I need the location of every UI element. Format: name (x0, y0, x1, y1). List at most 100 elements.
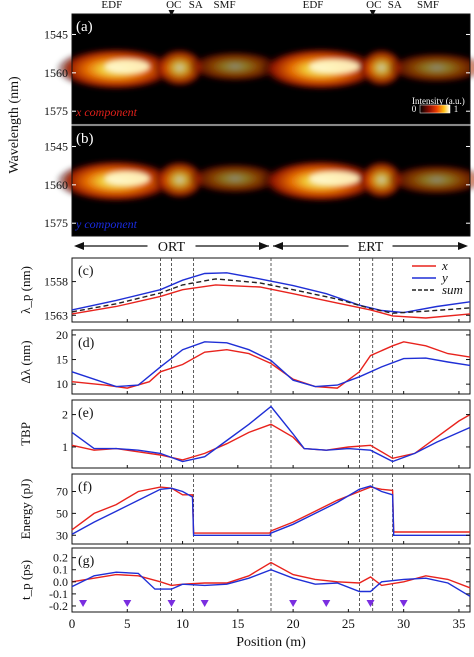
y-tick-label: 30 (56, 528, 68, 542)
y-tick-label: 0.0 (53, 575, 68, 589)
legend-entry: x (441, 258, 448, 273)
panel-ylabel: Δλ (nm) (18, 340, 33, 383)
panel-tag: (c) (78, 264, 94, 279)
map-frame (71, 13, 471, 125)
y-tick-label: 50 (56, 506, 68, 520)
x-tick-label: 25 (342, 616, 355, 631)
colorbar-max: 1 (454, 104, 459, 114)
panel-tag: (e) (78, 406, 94, 421)
intensity-blob (358, 47, 405, 88)
colorbar-min: 0 (412, 104, 417, 114)
panel-tag: (b) (76, 131, 94, 147)
triangle-marker-icon (366, 600, 375, 607)
intensity-map-panel (54, 125, 474, 237)
panel-ylabel: TBP (18, 422, 33, 446)
section-label: OC (366, 0, 381, 11)
intensity-blob (386, 51, 474, 84)
y-tick-label: 1545 (44, 27, 68, 41)
series-x (71, 561, 471, 589)
y-tick-label: 1560 (44, 178, 68, 192)
triangle-marker-icon (399, 600, 408, 607)
y-tick-label: 1575 (44, 216, 68, 230)
y-tick-label: -0.1 (49, 587, 68, 601)
y-tick-label: 70 (56, 485, 68, 499)
triangle-marker-icon (79, 600, 88, 607)
section-label: SA (388, 0, 402, 11)
y-tick-label: 1545 (44, 139, 68, 153)
series-y (71, 405, 471, 463)
arrow-left-icon (74, 242, 84, 250)
line-panel (71, 329, 471, 395)
arrow-left-icon (273, 242, 283, 250)
y-tick-label: 0.2 (53, 551, 68, 565)
triangle-marker-icon (167, 600, 176, 607)
section-label: OC (166, 0, 181, 11)
series-y (71, 485, 470, 536)
panel-tag: (a) (76, 19, 93, 35)
triangle-marker-icon (322, 600, 331, 607)
y-tick-label: 1563 (44, 308, 68, 322)
section-label: SMF (214, 0, 236, 11)
oc-marker-icon (168, 10, 175, 16)
component-label: x component (75, 105, 138, 119)
series-y (71, 568, 471, 597)
intensity-core (309, 59, 360, 74)
intensity-core (309, 171, 360, 186)
triangle-marker-icon (289, 600, 298, 607)
arrow-right-icon (458, 242, 468, 250)
label-backdrop (348, 237, 393, 253)
legend-entry: sum (442, 282, 463, 297)
panel-tag: (d) (78, 336, 95, 351)
series-y (71, 341, 471, 388)
colorbar (419, 104, 451, 114)
map-ylabel: Wavelength (nm) (7, 76, 22, 174)
label-backdrop (147, 237, 196, 253)
intensity-blob (187, 50, 283, 83)
panel-tag: (f) (78, 480, 92, 495)
ort-label: ORT (158, 240, 186, 255)
triangle-marker-icon (123, 600, 132, 607)
map-blobs (54, 47, 474, 91)
map-blobs (54, 159, 474, 203)
map-frame (71, 125, 471, 237)
x-tick-label: 35 (452, 616, 465, 631)
x-tick-label: 10 (176, 616, 189, 631)
intensity-blob (187, 162, 283, 195)
intensity-blob (154, 47, 206, 88)
y-tick-label: 0.1 (53, 563, 68, 577)
series-sum (71, 278, 471, 314)
intensity-blob (358, 159, 405, 200)
intensity-core (105, 59, 150, 74)
series-y (71, 272, 471, 314)
y-tick-label: 10 (56, 377, 68, 391)
x-tick-label: 30 (397, 616, 410, 631)
ert-label: ERT (358, 240, 384, 255)
panel-ylabel: Energy (pJ) (18, 479, 33, 540)
intensity-blob (386, 163, 474, 196)
x-tick-label: 20 (287, 616, 300, 631)
section-label: SA (189, 0, 203, 11)
panel-ylabel: λ_p (nm) (18, 266, 33, 314)
line-panel (71, 257, 471, 323)
triangle-marker-icon (200, 600, 209, 607)
intensity-core (105, 171, 150, 186)
x-tick-label: 5 (124, 616, 131, 631)
x-axis-label: Position (m) (236, 635, 306, 650)
y-tick-label: 1560 (44, 66, 68, 80)
series-x (71, 284, 471, 319)
y-tick-label: 1575 (44, 104, 68, 118)
y-tick-label: -0.2 (49, 599, 68, 613)
y-tick-label: 15 (56, 353, 68, 367)
series-x (71, 341, 471, 389)
y-tick-label: 1558 (44, 275, 68, 289)
series-x (71, 486, 470, 534)
section-label: EDF (101, 0, 122, 11)
x-tick-label: 15 (231, 616, 244, 631)
colorbar-label: Intensity (a.u.) (412, 96, 465, 106)
panel-tag: (g) (78, 554, 95, 569)
section-label: SMF (417, 0, 439, 11)
y-tick-label: 2 (62, 408, 68, 422)
legend-entry: y (440, 270, 448, 285)
y-tick-label: 1 (62, 440, 68, 454)
line-panel (71, 473, 471, 545)
